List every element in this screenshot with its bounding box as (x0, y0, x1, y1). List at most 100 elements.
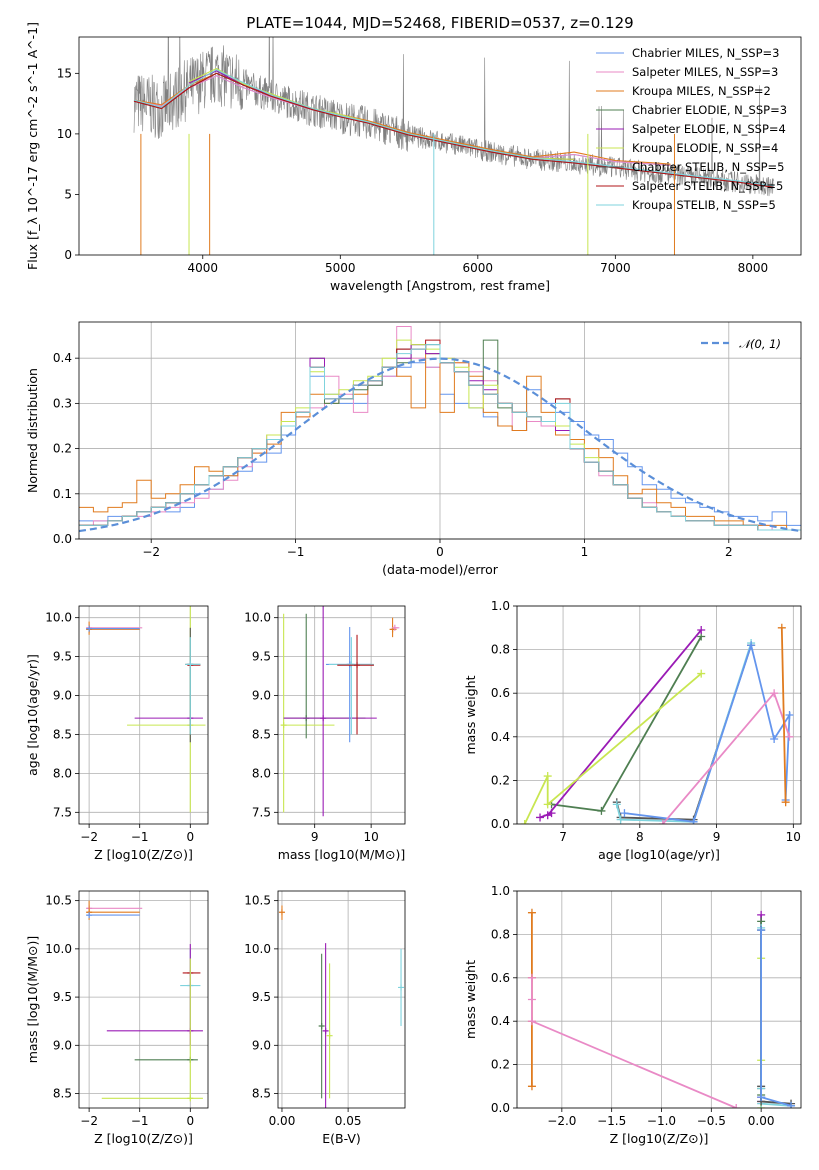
legend-label: Kroupa STELIB, N_SSP=5 (632, 198, 776, 212)
mass-weight-line (531, 977, 737, 1108)
x-tick-label: 8000 (738, 261, 769, 275)
legend-label: Chabrier ELODIE, N_SSP=3 (632, 103, 787, 117)
x-tick-label: −2 (142, 545, 160, 559)
plot-area (86, 900, 203, 1102)
data-point-marker (697, 669, 706, 678)
data-point-marker (732, 1104, 741, 1108)
y-tick-label: 9.0 (53, 1038, 72, 1052)
model-series-line (133, 69, 774, 187)
data-point-marker (787, 1101, 796, 1108)
legend-label: Salpeter STELIB, N_SSP=5 (632, 179, 783, 193)
data-point-marker (520, 820, 529, 824)
data-point-marker (747, 641, 756, 650)
x-tick-label: −1 (131, 1114, 149, 1128)
axes-frame (516, 605, 802, 825)
y-tick-label: 10 (57, 127, 72, 141)
y-tick-label: 1.0 (491, 884, 510, 898)
plot-area (278, 905, 405, 1108)
data-point-marker (391, 624, 398, 631)
x-tick-label: 0.00 (269, 1114, 296, 1128)
x-tick-label: 0 (186, 1114, 194, 1128)
y-tick-label: 10.0 (45, 611, 72, 625)
panel-mass_vs_EBV: 0.00 0.05 8.5 9.0 9.5 10.0 10.5 E(B-V) (244, 890, 406, 1146)
legend-label: Chabrier STELIB, N_SSP=5 (632, 160, 784, 174)
data-point-marker (536, 813, 545, 822)
axes-frame (277, 890, 406, 1109)
legend-label: Kroupa MILES, N_SSP=2 (632, 84, 771, 98)
panel-age_vs_mass: 9 10 7.5 8.0 8.5 9.0 9.5 10.0 mass [log10(M/M⊙)] (244, 605, 406, 862)
data-point-marker (616, 815, 625, 824)
x-tick-label: −2 (80, 1114, 98, 1128)
figure-title: PLATE=1044, MJD=52468, FIBERID=0537, z=0… (246, 14, 633, 32)
normal-curve (79, 357, 801, 533)
data-point-marker (543, 800, 552, 809)
data-point-marker (543, 811, 552, 820)
y-tick-label: 0.8 (491, 927, 510, 941)
mass-weight-line (624, 641, 791, 823)
x-axis-label: Z [log10(Z/Z⊙)] (94, 847, 193, 862)
y-tick-label: 7.5 (252, 805, 271, 819)
x-tick-label: 6000 (463, 261, 494, 275)
data-point-marker (543, 772, 552, 781)
y-tick-label: 10.0 (45, 942, 72, 956)
y-tick-label: 9.0 (53, 689, 72, 703)
x-tick-label: −2.0 (547, 1114, 576, 1128)
panel-spectrum: 4000 5000 6000 7000 8000 0 5 10 15 wavelength [An… (25, 22, 802, 293)
x-axis-label: mass [log10(M/M⊙)] (278, 847, 406, 862)
y-tick-label: 10.5 (244, 894, 271, 908)
panel-age_vs_Z: −2 −1 0 7.5 8.0 8.5 9.0 9.5 10.0 Z [log10(Z/Z⊙)] a… (25, 605, 209, 862)
axes-frame (78, 36, 802, 256)
panel-residuals: −2 −1 0 1 2 0.0 0.1 0.2 0.3 0.4 (data-model)/error… (25, 321, 802, 577)
y-axis-label: mass [log10(M/M⊙)] (25, 936, 40, 1064)
panel-mass_weight_vs_Z: −2.0 −1.5 −1.0 −0.5 0.00 0.0 0.2 0.4 0.6 0.8 1.0 Z … (463, 884, 802, 1146)
legend-label: Chabrier MILES, N_SSP=3 (632, 46, 779, 60)
y-tick-label: 8.0 (53, 766, 72, 780)
data-point-marker (697, 625, 706, 634)
data-point-marker (527, 1017, 536, 1026)
data-point-marker (757, 1093, 766, 1102)
y-axis-label: age [log10(age/yr)] (25, 654, 40, 776)
y-tick-label: 0.0 (53, 532, 72, 546)
y-tick-label: 15 (57, 66, 72, 80)
x-tick-label: 10 (786, 830, 801, 844)
legend-label: Salpeter MILES, N_SSP=3 (632, 65, 778, 79)
x-tick-label: 1 (581, 545, 589, 559)
y-tick-label: 0.3 (53, 396, 72, 410)
histogram-step (79, 344, 801, 531)
panel-mass_vs_Z: −2 −1 0 8.5 9.0 9.5 10.0 10.5 Z [log10(Z/Z⊙)] mas… (25, 890, 209, 1146)
y-tick-label: 0.2 (491, 1058, 510, 1072)
legend-label: Kroupa ELODIE, N_SSP=4 (632, 141, 778, 155)
legend-label: Salpeter ELODIE, N_SSP=4 (632, 122, 786, 136)
model-series-line (133, 72, 774, 188)
data-point-marker (322, 1027, 329, 1034)
y-tick-label: 0.0 (491, 1101, 510, 1115)
data-point-marker (278, 909, 285, 916)
y-tick-label: 10.5 (45, 894, 72, 908)
x-tick-label: 4000 (187, 261, 218, 275)
axes-frame (78, 890, 209, 1109)
x-tick-label: 9 (311, 830, 319, 844)
data-point-marker (527, 1082, 536, 1091)
x-tick-label: 8 (636, 830, 644, 844)
data-point-marker (757, 926, 766, 935)
axes-frame (516, 890, 802, 1109)
y-tick-label: 9.5 (252, 990, 271, 1004)
y-tick-label: 0.2 (491, 773, 510, 787)
data-point-marker (187, 1095, 194, 1102)
data-point-marker (348, 661, 355, 668)
y-tick-label: 0 (64, 248, 72, 262)
y-tick-label: 5 (64, 187, 72, 201)
x-tick-label: 9 (713, 830, 721, 844)
plot-area (527, 908, 796, 1108)
y-tick-label: 0.4 (491, 730, 510, 744)
data-point-marker (785, 711, 794, 719)
data-point-marker (527, 908, 536, 917)
x-tick-label: 7 (559, 830, 567, 844)
data-point-marker (689, 817, 698, 824)
data-point-marker (781, 798, 790, 807)
x-tick-label: 2 (725, 545, 733, 559)
axes-frame (78, 605, 209, 825)
x-tick-label: 0.05 (335, 1114, 362, 1128)
y-axis-label: mass weight (463, 675, 478, 754)
x-tick-label: −1.5 (597, 1114, 626, 1128)
